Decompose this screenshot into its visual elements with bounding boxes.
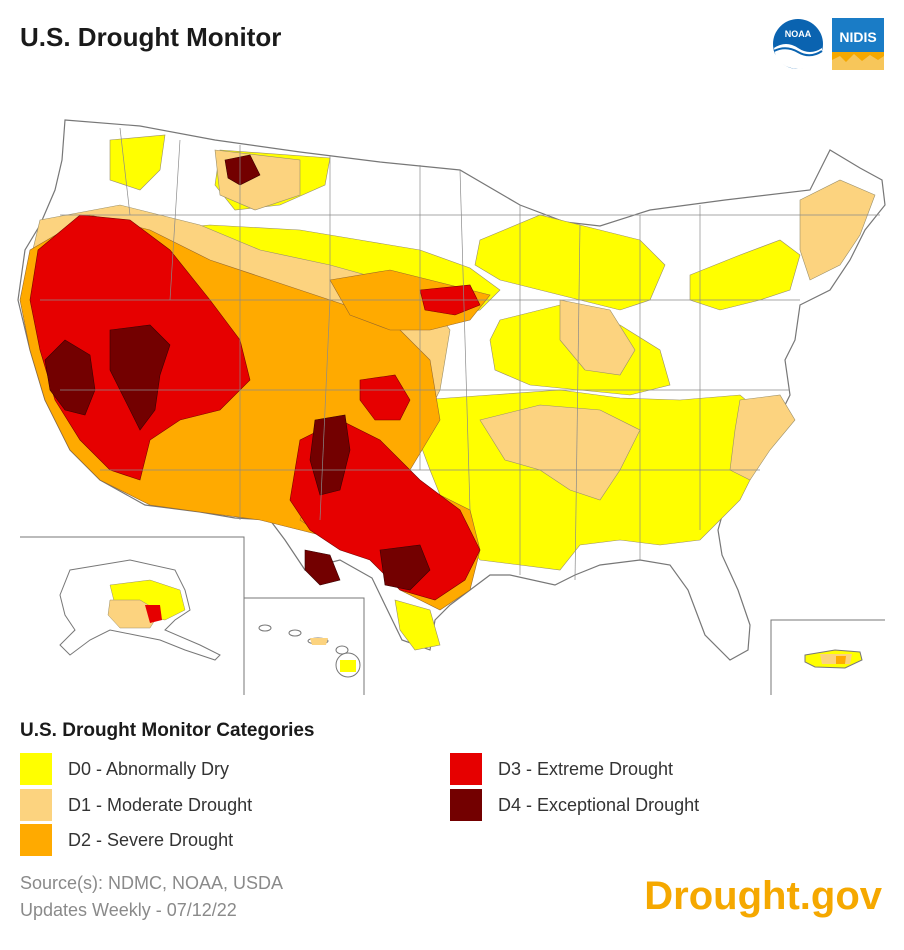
legend-swatch-d4 [450, 789, 482, 821]
source-text: Source(s): NDMC, NOAA, USDA [20, 873, 284, 893]
legend-item-d3: D3 - Extreme Drought [450, 753, 673, 785]
d3-region-kansas [359, 374, 411, 421]
legend-item-d1: D1 - Moderate Drought [20, 789, 252, 821]
d4-region-montana [224, 154, 261, 186]
legend-label-d4: D4 - Exceptional Drought [498, 794, 700, 815]
map-title: U.S. Drought Monitor [20, 22, 282, 52]
legend-item-d2: D2 - Severe Drought [20, 824, 233, 856]
legend-label-d1: D1 - Moderate Drought [68, 794, 253, 815]
d0-region-montana-west [109, 134, 166, 191]
legend-swatch-d1 [20, 789, 52, 821]
d0-region-texas-coast [394, 599, 441, 651]
d4-region-texas-central [379, 544, 431, 591]
d4-region-texas-panhandle [309, 414, 351, 496]
legend-swatch-d0 [20, 753, 52, 785]
hawaii-inset-frame [244, 597, 365, 695]
d4-region-california [44, 339, 96, 416]
nidis-logo-icon: NIDIS [832, 18, 884, 70]
drought-gov-link[interactable]: Drought.gov [644, 874, 882, 918]
legend-label-d0: D0 - Abnormally Dry [68, 758, 230, 779]
legend-item-d4: D4 - Exceptional Drought [450, 789, 699, 821]
state-borders [40, 127, 880, 581]
updates-text: Updates Weekly - 07/12/22 [20, 900, 237, 920]
legend-swatch-d3 [450, 753, 482, 785]
legend-title: U.S. Drought Monitor Categories [20, 720, 315, 741]
hawaii-d0 [340, 660, 356, 672]
alaska-d3 [145, 605, 162, 623]
legend-swatch-d2 [20, 824, 52, 856]
legend-label-d3: D3 - Extreme Drought [498, 758, 674, 779]
drought-map [17, 119, 886, 695]
legend-label-d2: D2 - Severe Drought [68, 829, 234, 850]
d1-region-southeast [729, 394, 796, 481]
alaska-inset-frame [20, 536, 245, 695]
hawaii-d1 [310, 638, 328, 645]
footer: Source(s): NDMC, NOAA, USDA Updates Week… [20, 870, 283, 924]
legend-item-d0: D0 - Abnormally Dry [20, 753, 229, 785]
noaa-logo-icon: NOAA [773, 19, 823, 70]
d0-region-great-lakes [474, 214, 666, 311]
d4-region-texas-west [304, 549, 341, 586]
noaa-logo-text: NOAA [785, 29, 812, 39]
logo-group: NOAA NIDIS [772, 18, 884, 70]
d1-region-northeast [799, 179, 876, 281]
puerto-rico-inset-frame [770, 619, 885, 695]
puerto-rico-d2 [836, 656, 846, 664]
nidis-logo-text: NIDIS [839, 29, 876, 45]
d4-region-nevada [109, 324, 171, 431]
